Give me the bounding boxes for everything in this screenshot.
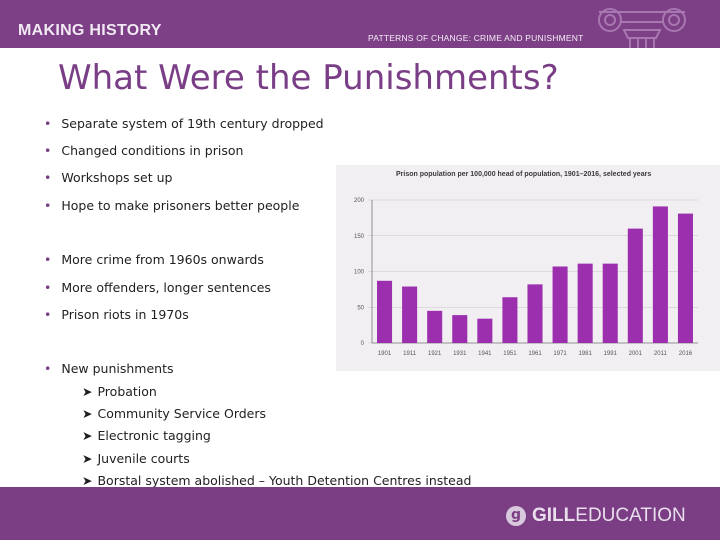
x-tick-label: 1981 <box>578 351 592 357</box>
sub-bullet-item: ➤ Borstal system abolished – Youth Detent… <box>82 473 471 488</box>
chart-bar <box>452 315 468 343</box>
bullet-text: Prison riots in 1970s <box>61 307 189 322</box>
logo-rest-text: EDUCATION <box>575 505 686 526</box>
prison-population-chart: Prison population per 100,000 head of po… <box>336 165 720 371</box>
chart-bar <box>477 318 493 343</box>
bullet-text: More offenders, longer sentences <box>61 280 271 295</box>
bullet-text: Workshops set up <box>61 170 173 185</box>
arrow-bullet-icon: ➤ <box>82 473 93 488</box>
bullet-text: Separate system of 19th century dropped <box>61 116 324 131</box>
x-tick-label: 1951 <box>503 351 517 357</box>
bullet-text: Changed conditions in prison <box>61 143 244 158</box>
x-tick-label: 1931 <box>453 351 467 357</box>
sub-bullet-text: Probation <box>97 384 157 399</box>
bullet-text: Hope to make prisoners better people <box>61 198 300 213</box>
chart-bar <box>652 206 668 343</box>
brand-logo: MAKING HISTORY <box>18 22 162 39</box>
sub-bullet-item: ➤ Probation <box>82 384 157 399</box>
y-tick-label: 100 <box>354 270 365 276</box>
chart-bar <box>502 297 518 343</box>
arrow-bullet-icon: ➤ <box>82 406 93 421</box>
sub-bullet-item: ➤ Juvenile courts <box>82 451 190 466</box>
x-tick-label: 1991 <box>604 351 618 357</box>
header-bar: MAKING HISTORY PATTERNS OF CHANGE: CRIME… <box>0 0 720 48</box>
x-tick-label: 1911 <box>403 351 417 357</box>
x-tick-label: 2016 <box>679 351 693 357</box>
bullet-item: • Hope to make prisoners better people <box>44 198 300 213</box>
y-tick-label: 200 <box>354 198 365 204</box>
bullet-item: • Workshops set up <box>44 170 173 185</box>
chart-title: Prison population per 100,000 head of po… <box>396 171 651 178</box>
bullet-text: More crime from 1960s onwards <box>61 252 264 267</box>
x-tick-label: 2001 <box>629 351 643 357</box>
bullet-text: New punishments <box>61 361 174 376</box>
chart-canvas: Prison population per 100,000 head of po… <box>354 171 698 357</box>
bullet-item: • New punishments <box>44 361 174 376</box>
sub-bullet-text: Community Service Orders <box>97 406 267 421</box>
x-tick-label: 1921 <box>428 351 442 357</box>
y-tick-label: 0 <box>361 341 365 347</box>
arrow-bullet-icon: ➤ <box>82 384 93 399</box>
chart-bar <box>377 280 393 343</box>
x-tick-label: 1971 <box>553 351 567 357</box>
x-tick-label: 1961 <box>528 351 542 357</box>
gill-education-logo: GILLEDUCATION <box>532 505 686 527</box>
bullet-item: • More crime from 1960s onwards <box>44 252 264 267</box>
bullet-item: • Prison riots in 1970s <box>44 307 189 322</box>
arrow-bullet-icon: ➤ <box>82 428 93 443</box>
chart-bar <box>402 286 418 343</box>
x-tick-label: 1941 <box>478 351 492 357</box>
chart-bar <box>577 263 593 343</box>
chart-bar <box>677 213 693 343</box>
arrow-bullet-icon: ➤ <box>82 451 93 466</box>
chart-bar <box>527 284 543 343</box>
sub-bullet-text: Borstal system abolished – Youth Detenti… <box>97 473 472 488</box>
chart-bar <box>427 310 443 343</box>
slide-title: What Were the Punishments? <box>58 58 559 98</box>
x-tick-label: 1901 <box>378 351 392 357</box>
sub-bullet-item: ➤ Electronic tagging <box>82 428 211 443</box>
chart-bar <box>602 263 618 343</box>
subject-heading: PATTERNS OF CHANGE: CRIME AND PUNISHMENT <box>368 33 584 43</box>
chart-bar <box>627 228 643 343</box>
gill-logo-icon: g <box>506 506 526 526</box>
bullet-item: • More offenders, longer sentences <box>44 280 271 295</box>
y-tick-label: 150 <box>354 234 365 240</box>
sub-bullet-item: ➤ Community Service Orders <box>82 406 266 421</box>
footer-bar <box>0 487 720 540</box>
bullet-item: • Changed conditions in prison <box>44 143 244 158</box>
x-tick-label: 2011 <box>654 351 668 357</box>
chart-bar <box>552 266 568 343</box>
sub-bullet-text: Juvenile courts <box>97 451 190 466</box>
sub-bullet-text: Electronic tagging <box>97 428 211 443</box>
logo-bold-text: GILL <box>532 505 576 526</box>
y-tick-label: 50 <box>357 305 364 311</box>
bullet-item: • Separate system of 19th century dropped <box>44 116 324 131</box>
ionic-column-icon <box>598 8 686 48</box>
